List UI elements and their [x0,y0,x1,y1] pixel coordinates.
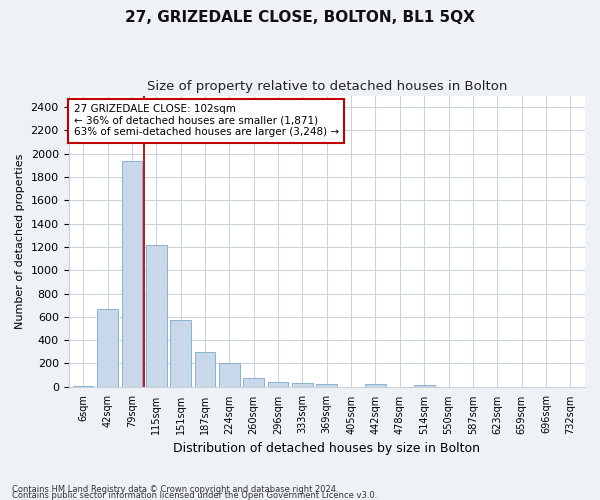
Bar [268,382,289,386]
Text: Contains public sector information licensed under the Open Government Licence v3: Contains public sector information licen… [12,491,377,500]
Bar [194,352,215,386]
Bar [219,364,239,386]
Bar [316,384,337,386]
Bar [244,378,264,386]
Text: 27, GRIZEDALE CLOSE, BOLTON, BL1 5QX: 27, GRIZEDALE CLOSE, BOLTON, BL1 5QX [125,10,475,25]
Bar [170,320,191,386]
Bar [146,244,167,386]
Title: Size of property relative to detached houses in Bolton: Size of property relative to detached ho… [146,80,507,93]
X-axis label: Distribution of detached houses by size in Bolton: Distribution of detached houses by size … [173,442,480,455]
Text: Contains HM Land Registry data © Crown copyright and database right 2024.: Contains HM Land Registry data © Crown c… [12,485,338,494]
Bar [97,308,118,386]
Text: 27 GRIZEDALE CLOSE: 102sqm
← 36% of detached houses are smaller (1,871)
63% of s: 27 GRIZEDALE CLOSE: 102sqm ← 36% of deta… [74,104,339,138]
Bar [292,383,313,386]
Bar [365,384,386,386]
Y-axis label: Number of detached properties: Number of detached properties [15,154,25,329]
Bar [122,161,142,386]
